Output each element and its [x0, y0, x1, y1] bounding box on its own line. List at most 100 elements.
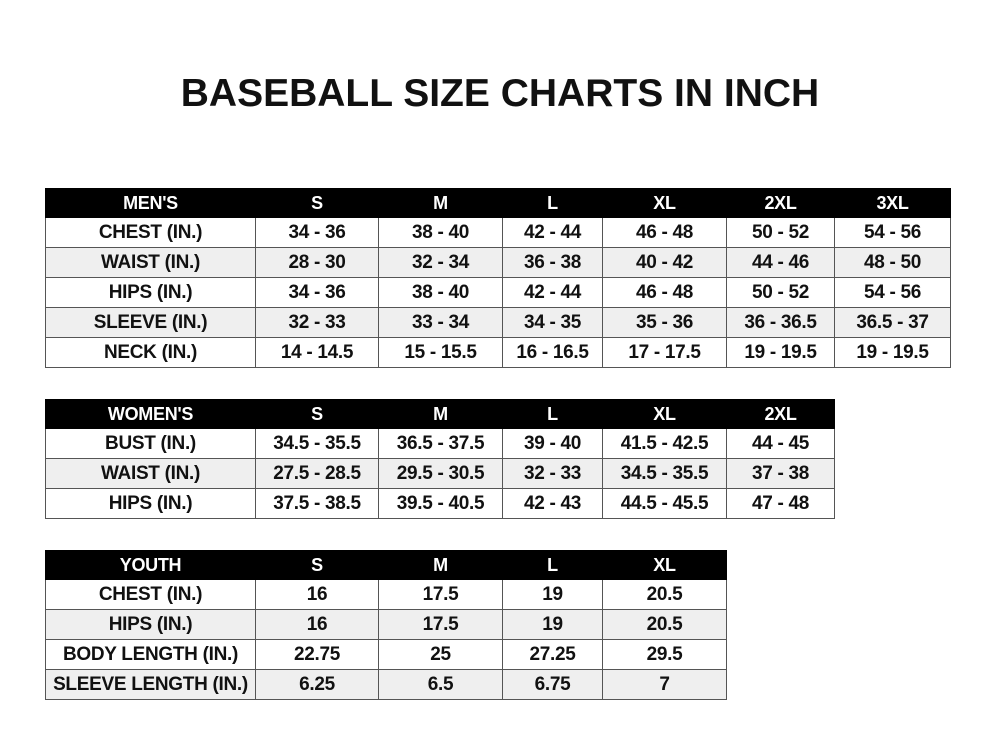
size-value: 19 - 19.5: [726, 337, 835, 368]
table-row: CHEST (IN.) 34 - 36 38 - 40 42 - 44 46 - 48 5…: [45, 217, 951, 248]
size-value: 17.5: [378, 579, 503, 610]
size-value: 17 - 17.5: [602, 337, 727, 368]
size-value: 27.25: [502, 639, 603, 670]
size-value: 19: [502, 609, 603, 640]
measurement-label: WAIST (IN.): [45, 247, 256, 278]
size-header: XL: [602, 550, 727, 580]
size-header: S: [255, 550, 379, 580]
size-value: 48 - 50: [834, 247, 951, 278]
size-header: 2XL: [726, 188, 835, 218]
size-value: 28 - 30: [255, 247, 379, 278]
size-header: XL: [602, 399, 727, 429]
table-row: NECK (IN.) 14 - 14.5 15 - 15.5 16 - 16.5 17 …: [45, 337, 951, 368]
measurement-label: BODY LENGTH (IN.): [45, 639, 256, 670]
size-header: L: [502, 188, 603, 218]
size-value: 27.5 - 28.5: [255, 458, 379, 489]
size-value: 35 - 36: [602, 307, 727, 338]
table-row: HIPS (IN.) 16 17.5 19 20.5: [45, 609, 727, 640]
table-row: SLEEVE (IN.) 32 - 33 33 - 34 34 - 35 35 - 36…: [45, 307, 951, 338]
size-value: 34 - 36: [255, 217, 379, 248]
size-value: 20.5: [602, 609, 727, 640]
page-title: BASEBALL SIZE CHARTS IN INCH: [180, 72, 820, 115]
size-value: 47 - 48: [726, 488, 835, 519]
mens-size-table: MEN'S S M L XL 2XL 3XL CHEST (IN.) 34 - 36 38 - 4…: [45, 188, 951, 368]
size-value: 14 - 14.5: [255, 337, 379, 368]
size-value: 29.5: [602, 639, 727, 670]
size-value: 15 - 15.5: [378, 337, 503, 368]
category-header: MEN'S: [45, 188, 256, 218]
size-value: 16: [255, 609, 379, 640]
size-value: 39.5 - 40.5: [378, 488, 503, 519]
size-header: L: [502, 399, 603, 429]
size-header: L: [502, 550, 603, 580]
size-value: 6.5: [378, 669, 503, 700]
size-value: 29.5 - 30.5: [378, 458, 503, 489]
measurement-label: HIPS (IN.): [45, 488, 256, 519]
size-header: M: [378, 188, 503, 218]
measurement-label: CHEST (IN.): [45, 217, 256, 248]
size-value: 33 - 34: [378, 307, 503, 338]
youth-size-table: YOUTH S M L XL CHEST (IN.) 16 17.5 19 20.5 HIPS (I…: [45, 550, 727, 700]
measurement-label: NECK (IN.): [45, 337, 256, 368]
size-value: 36.5 - 37: [834, 307, 951, 338]
size-header: 3XL: [834, 188, 951, 218]
size-value: 37.5 - 38.5: [255, 488, 379, 519]
size-value: 32 - 33: [255, 307, 379, 338]
size-header: S: [255, 188, 379, 218]
size-header: S: [255, 399, 379, 429]
size-value: 54 - 56: [834, 217, 951, 248]
size-header: M: [378, 550, 503, 580]
size-value: 25: [378, 639, 503, 670]
table-row: SLEEVE LENGTH (IN.) 6.25 6.5 6.75 7: [45, 669, 727, 700]
size-value: 34 - 35: [502, 307, 603, 338]
measurement-label: BUST (IN.): [45, 428, 256, 459]
size-value: 34.5 - 35.5: [255, 428, 379, 459]
table-row: CHEST (IN.) 16 17.5 19 20.5: [45, 579, 727, 610]
table-row: BUST (IN.) 34.5 - 35.5 36.5 - 37.5 39 - 40 4…: [45, 428, 835, 459]
size-value: 42 - 44: [502, 277, 603, 308]
size-value: 36.5 - 37.5: [378, 428, 503, 459]
size-value: 54 - 56: [834, 277, 951, 308]
size-value: 46 - 48: [602, 217, 727, 248]
size-value: 16 - 16.5: [502, 337, 603, 368]
size-value: 41.5 - 42.5: [602, 428, 727, 459]
size-value: 32 - 33: [502, 458, 603, 489]
measurement-label: HIPS (IN.): [45, 609, 256, 640]
measurement-label: HIPS (IN.): [45, 277, 256, 308]
measurement-label: CHEST (IN.): [45, 579, 256, 610]
size-value: 22.75: [255, 639, 379, 670]
measurement-label: SLEEVE LENGTH (IN.): [45, 669, 256, 700]
size-value: 44.5 - 45.5: [602, 488, 727, 519]
size-value: 16: [255, 579, 379, 610]
size-header: XL: [602, 188, 727, 218]
size-value: 19: [502, 579, 603, 610]
table-row: BODY LENGTH (IN.) 22.75 25 27.25 29.5: [45, 639, 727, 670]
size-value: 42 - 43: [502, 488, 603, 519]
size-value: 44 - 45: [726, 428, 835, 459]
size-value: 17.5: [378, 609, 503, 640]
size-header: M: [378, 399, 503, 429]
size-value: 36 - 38: [502, 247, 603, 278]
size-value: 50 - 52: [726, 217, 835, 248]
size-value: 38 - 40: [378, 277, 503, 308]
size-value: 36 - 36.5: [726, 307, 835, 338]
size-value: 6.25: [255, 669, 379, 700]
header-row: WOMEN'S S M L XL 2XL: [45, 399, 835, 429]
header-row: MEN'S S M L XL 2XL 3XL: [45, 188, 951, 218]
table-row: HIPS (IN.) 34 - 36 38 - 40 42 - 44 46 - 48 50…: [45, 277, 951, 308]
measurement-label: SLEEVE (IN.): [45, 307, 256, 338]
size-value: 7: [602, 669, 727, 700]
table-row: WAIST (IN.) 27.5 - 28.5 29.5 - 30.5 32 - 33…: [45, 458, 835, 489]
size-value: 37 - 38: [726, 458, 835, 489]
womens-size-table: WOMEN'S S M L XL 2XL BUST (IN.) 34.5 - 35.5 36.5…: [45, 399, 835, 519]
category-header: YOUTH: [45, 550, 256, 580]
table-row: WAIST (IN.) 28 - 30 32 - 34 36 - 38 40 - 42 4…: [45, 247, 951, 278]
measurement-label: WAIST (IN.): [45, 458, 256, 489]
size-value: 44 - 46: [726, 247, 835, 278]
size-value: 34.5 - 35.5: [602, 458, 727, 489]
size-value: 20.5: [602, 579, 727, 610]
size-value: 50 - 52: [726, 277, 835, 308]
size-value: 46 - 48: [602, 277, 727, 308]
size-value: 19 - 19.5: [834, 337, 951, 368]
table-row: HIPS (IN.) 37.5 - 38.5 39.5 - 40.5 42 - 43 4…: [45, 488, 835, 519]
